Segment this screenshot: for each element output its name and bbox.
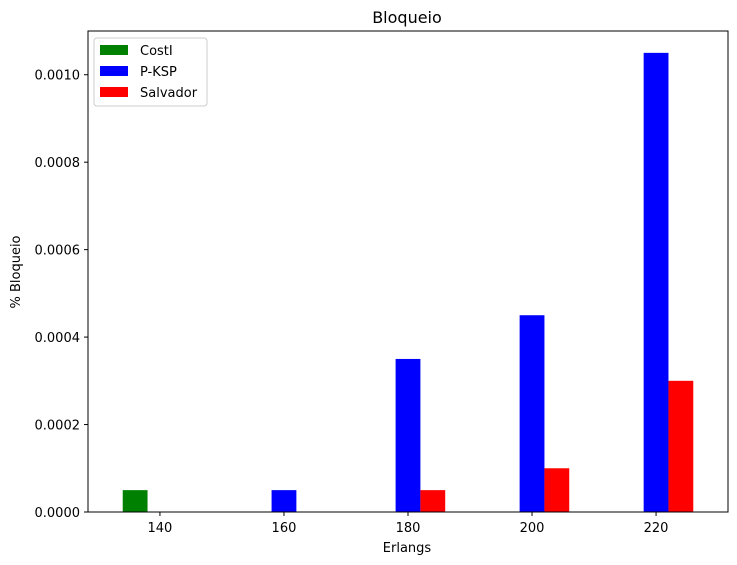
bar-salvador-220 bbox=[668, 380, 694, 512]
chart-title: Bloqueio bbox=[372, 8, 442, 27]
legend-swatch-salvador bbox=[100, 87, 128, 97]
y-axis-label: % Bloqueio bbox=[9, 235, 24, 308]
bar-p-ksp-160 bbox=[271, 490, 297, 512]
x-tick-label: 200 bbox=[520, 521, 545, 536]
bar-p-ksp-220 bbox=[643, 52, 669, 513]
bars-group bbox=[122, 52, 694, 513]
legend: CostI P-KSP Salvador bbox=[93, 37, 208, 107]
x-tick-label: 160 bbox=[272, 521, 297, 536]
x-tick-label: 140 bbox=[148, 521, 173, 536]
y-axis-ticks: 0.0000 0.0002 0.0004 0.0006 0.0008 0.0010 bbox=[35, 69, 88, 521]
legend-swatch-costi bbox=[100, 45, 128, 55]
y-tick-label: 0.0002 bbox=[35, 419, 81, 434]
bar-salvador-180 bbox=[420, 490, 446, 512]
y-tick-label: 0.0008 bbox=[35, 156, 81, 171]
y-tick-label: 0.0004 bbox=[35, 331, 81, 346]
bar-p-ksp-200 bbox=[519, 315, 545, 512]
x-tick-label: 180 bbox=[396, 521, 421, 536]
bar-p-ksp-180 bbox=[395, 358, 421, 512]
legend-label: Salvador bbox=[140, 86, 198, 101]
y-tick-label: 0.0000 bbox=[35, 506, 81, 521]
bar-costi-140 bbox=[122, 490, 148, 512]
x-tick-label: 220 bbox=[644, 521, 669, 536]
legend-swatch-p-ksp bbox=[100, 66, 128, 76]
bar-salvador-200 bbox=[544, 468, 570, 512]
x-axis-ticks: 140 160 180 200 220 bbox=[148, 512, 669, 536]
legend-label: CostI bbox=[140, 44, 173, 59]
x-axis-label: Erlangs bbox=[383, 541, 432, 556]
y-tick-label: 0.0006 bbox=[35, 244, 81, 259]
y-tick-label: 0.0010 bbox=[35, 69, 81, 84]
legend-label: P-KSP bbox=[140, 65, 177, 80]
